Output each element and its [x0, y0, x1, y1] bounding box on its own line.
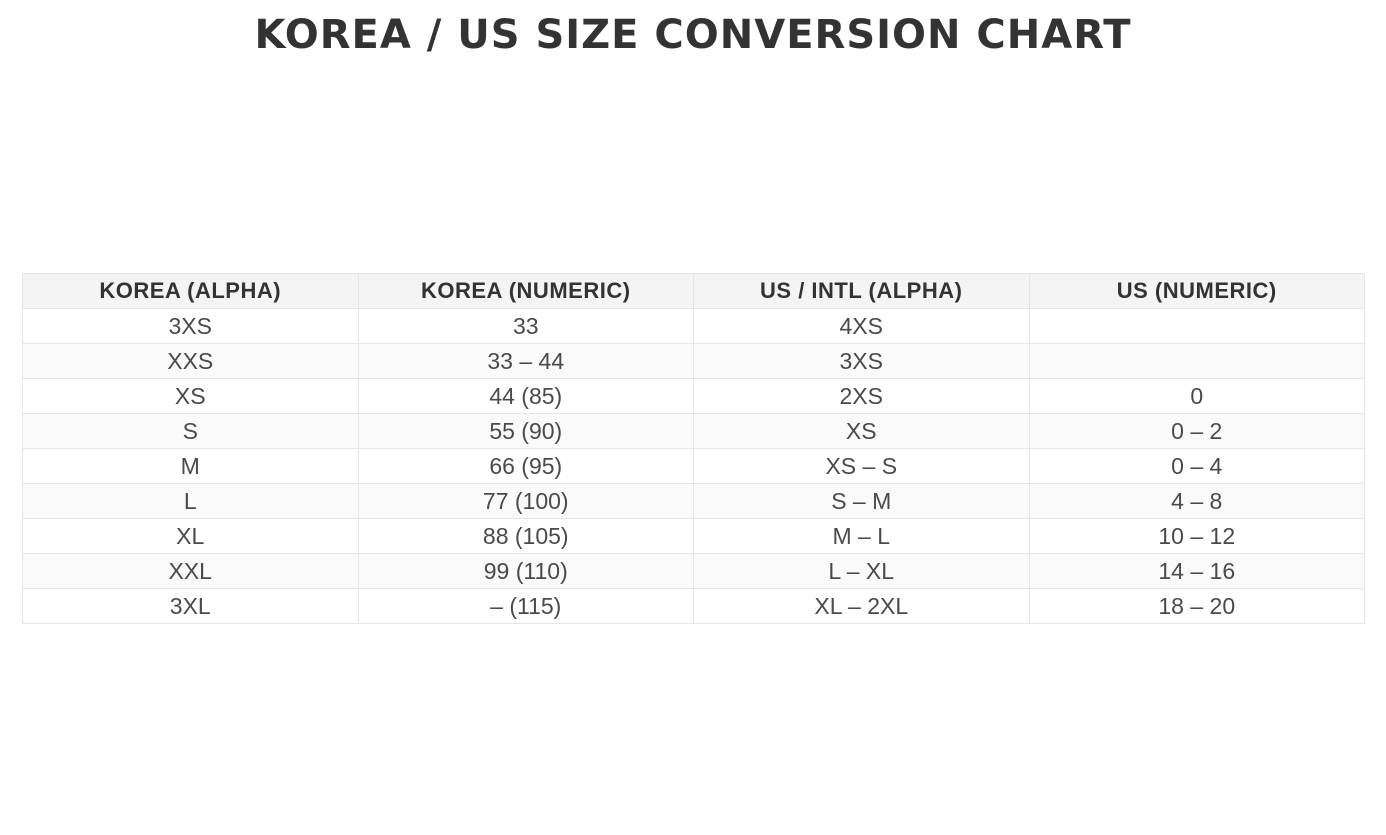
- table-cell: 3XS: [693, 343, 1030, 379]
- table-cell: 77 (100): [357, 483, 694, 519]
- table-cell: L: [22, 483, 359, 519]
- column-header-us-numeric: US (NUMERIC): [1028, 273, 1365, 309]
- table-cell: 3XS: [22, 308, 359, 344]
- table-cell: 66 (95): [357, 448, 694, 484]
- column-header-us-intl-alpha: US / INTL (ALPHA): [693, 273, 1030, 309]
- page-title: KOREA / US SIZE CONVERSION CHART: [254, 12, 1132, 58]
- table-cell: 14 – 16: [1028, 553, 1365, 589]
- table-cell: 10 – 12: [1028, 518, 1365, 554]
- table-cell: – (115): [357, 588, 694, 624]
- table-cell: M: [22, 448, 359, 484]
- table-cell: XXL: [22, 553, 359, 589]
- table-cell: XS – S: [693, 448, 1030, 484]
- table-cell: 4XS: [693, 308, 1030, 344]
- header-row: KOREA (ALPHA) KOREA (NUMERIC) US / INTL …: [22, 273, 1365, 309]
- table-cell: XS: [22, 378, 359, 414]
- table-cell: S: [22, 413, 359, 449]
- table-header: KOREA (ALPHA) KOREA (NUMERIC) US / INTL …: [22, 273, 1365, 309]
- size-conversion-table: KOREA (ALPHA) KOREA (NUMERIC) US / INTL …: [22, 273, 1365, 624]
- table-cell: 44 (85): [357, 378, 694, 414]
- table-cell: 0 – 4: [1028, 448, 1365, 484]
- table-row: 3XS 33 4XS: [22, 308, 1365, 344]
- table-cell: 4 – 8: [1028, 483, 1365, 519]
- table-cell: 2XS: [693, 378, 1030, 414]
- table-cell: 0: [1028, 378, 1365, 414]
- table-cell: [1028, 308, 1365, 344]
- table-row: 3XL – (115) XL – 2XL 18 – 20: [22, 588, 1365, 624]
- table-cell: 33 – 44: [357, 343, 694, 379]
- table-row: XL 88 (105) M – L 10 – 12: [22, 518, 1365, 554]
- table-cell: 18 – 20: [1028, 588, 1365, 624]
- table-row: XXL 99 (110) L – XL 14 – 16: [22, 553, 1365, 589]
- table-cell: M – L: [693, 518, 1030, 554]
- table-row: S 55 (90) XS 0 – 2: [22, 413, 1365, 449]
- table-cell: S – M: [693, 483, 1030, 519]
- table-cell: 33: [357, 308, 694, 344]
- table-cell: 0 – 2: [1028, 413, 1365, 449]
- table-cell: 55 (90): [357, 413, 694, 449]
- table-row: XS 44 (85) 2XS 0: [22, 378, 1365, 414]
- table-cell: 99 (110): [357, 553, 694, 589]
- table-cell: 88 (105): [357, 518, 694, 554]
- table-row: XXS 33 – 44 3XS: [22, 343, 1365, 379]
- column-header-korea-alpha: KOREA (ALPHA): [22, 273, 359, 309]
- table-cell: L – XL: [693, 553, 1030, 589]
- table-cell: XL: [22, 518, 359, 554]
- table-cell: [1028, 343, 1365, 379]
- table-cell: XS: [693, 413, 1030, 449]
- table-cell: XL – 2XL: [693, 588, 1030, 624]
- table-cell: XXS: [22, 343, 359, 379]
- table-cell: 3XL: [22, 588, 359, 624]
- column-header-korea-numeric: KOREA (NUMERIC): [357, 273, 694, 309]
- table-body: 3XS 33 4XS XXS 33 – 44 3XS XS 44 (85) 2XS 0 S 55 (9…: [22, 308, 1365, 624]
